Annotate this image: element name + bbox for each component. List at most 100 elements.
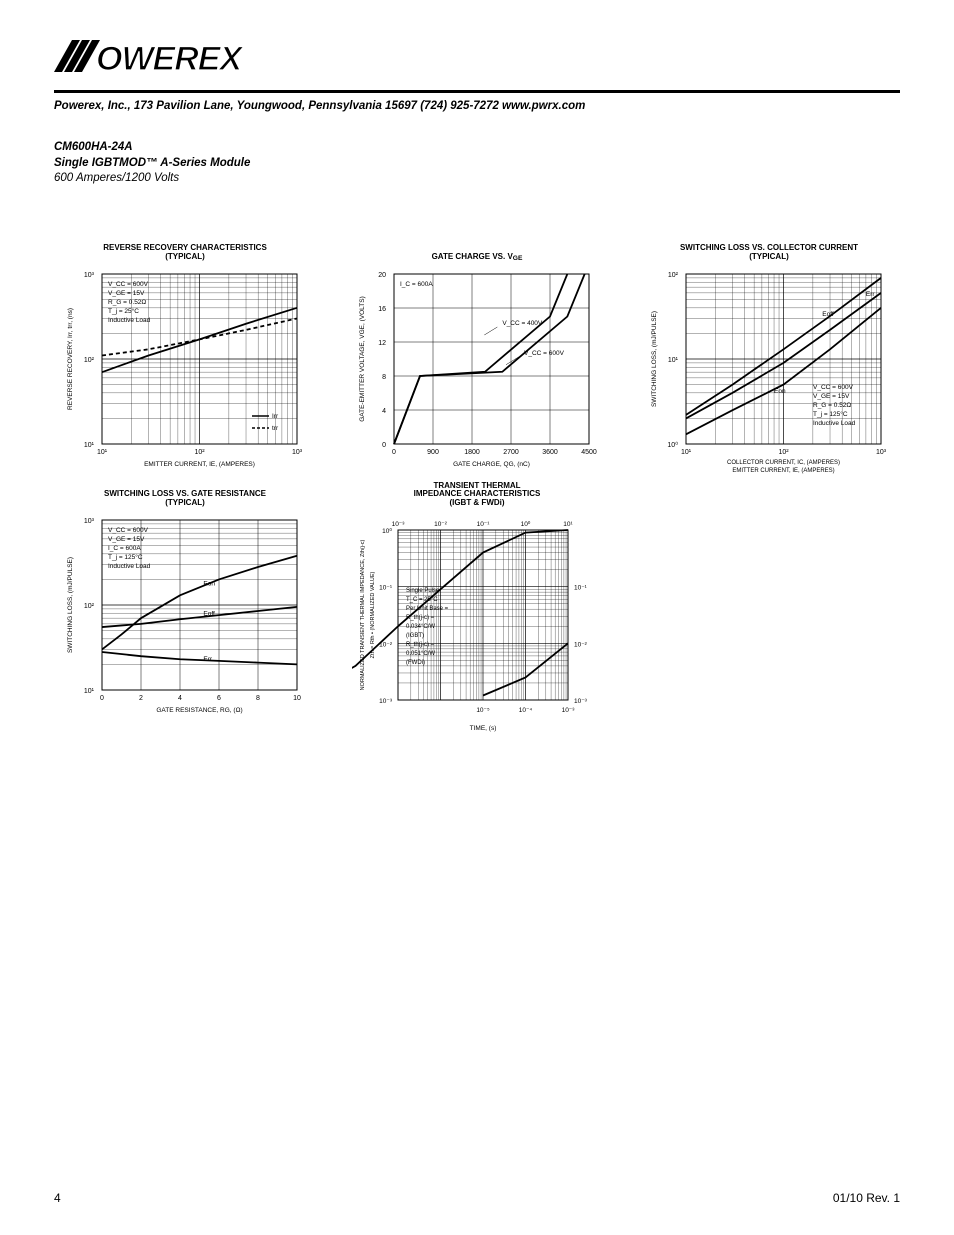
svg-text:Eon: Eon — [774, 388, 786, 395]
svg-text:10⁻⁴: 10⁻⁴ — [519, 707, 533, 714]
svg-text:SWITCHING LOSS, (mJ/PULSE): SWITCHING LOSS, (mJ/PULSE) — [67, 557, 74, 653]
svg-text:SWITCHING LOSS, (mJ/PULSE): SWITCHING LOSS, (mJ/PULSE) — [651, 311, 658, 407]
svg-text:V_CC = 400V: V_CC = 400V — [502, 320, 543, 327]
product-description: Single IGBTMOD™ A-Series Module — [54, 156, 250, 172]
svg-text:0.034°C/W: 0.034°C/W — [406, 624, 435, 630]
svg-text:10⁻³: 10⁻³ — [574, 698, 588, 705]
svg-text:1800: 1800 — [464, 449, 480, 456]
svg-text:10⁻³: 10⁻³ — [379, 698, 393, 705]
svg-text:10⁻²: 10⁻² — [574, 641, 588, 648]
svg-text:GATE CHARGE, QG, (nC): GATE CHARGE, QG, (nC) — [453, 461, 530, 468]
svg-text:Inductive Load: Inductive Load — [108, 317, 151, 324]
svg-text:V_GE = 15V: V_GE = 15V — [108, 536, 145, 543]
part-number: CM600HA-24A — [54, 140, 250, 156]
svg-text:10²: 10² — [778, 449, 789, 456]
svg-text:10⁻¹: 10⁻¹ — [477, 521, 491, 528]
svg-text:2700: 2700 — [503, 449, 519, 456]
svg-text:OWEREX: OWEREX — [96, 40, 244, 78]
chart-transient-thermal: TRANSIENT THERMALIMPEDANCE CHARACTERISTI… — [346, 486, 608, 752]
svg-text:10¹: 10¹ — [97, 449, 108, 456]
chart-gate-charge: GATE CHARGE VS. VGE 0 900 1800 2700 3600 4500… — [346, 240, 608, 476]
svg-text:10⁰: 10⁰ — [382, 527, 392, 535]
svg-text:R_th(j-c) =: R_th(j-c) = — [406, 615, 435, 621]
empty-cell — [638, 486, 900, 752]
svg-text:20: 20 — [378, 272, 386, 279]
svg-text:10¹: 10¹ — [84, 442, 95, 449]
svg-text:0.051°C/W: 0.051°C/W — [406, 651, 435, 657]
svg-text:10³: 10³ — [84, 272, 95, 279]
chart-plot: 10⁻³10⁻²10⁻¹10⁰10¹10⁻³10⁻²10⁻¹10⁰10⁻³10⁻… — [352, 512, 602, 752]
svg-text:8: 8 — [256, 695, 260, 702]
svg-text:10⁻³: 10⁻³ — [392, 521, 406, 528]
svg-text:R_G = 0.52Ω: R_G = 0.52Ω — [813, 402, 851, 409]
company-address-line: Powerex, Inc., 173 Pavilion Lane, Youngw… — [54, 100, 585, 112]
product-identification: CM600HA-24A Single IGBTMOD™ A-Series Mod… — [54, 140, 250, 187]
svg-text:R_G = 0.52Ω: R_G = 0.52Ω — [108, 299, 146, 306]
svg-text:R_th(j-c) =: R_th(j-c) = — [406, 642, 435, 648]
svg-text:10⁻¹: 10⁻¹ — [574, 585, 588, 592]
svg-text:10⁻⁵: 10⁻⁵ — [476, 707, 490, 714]
svg-text:10⁻¹: 10⁻¹ — [379, 585, 393, 592]
svg-text:10¹: 10¹ — [681, 449, 692, 456]
chart-title: SWITCHING LOSS VS. GATE RESISTANCE(TYPIC… — [104, 486, 266, 508]
svg-text:T_C = 25°C: T_C = 25°C — [406, 597, 438, 603]
svg-text:T_j = 25°C: T_j = 25°C — [108, 307, 139, 315]
svg-text:10²: 10² — [84, 603, 95, 610]
svg-text:0: 0 — [382, 442, 386, 449]
chart-plot: 10¹10²10³10¹10²10³EMITTER CURRENT, IE, (… — [60, 266, 310, 476]
svg-text:3600: 3600 — [542, 449, 558, 456]
svg-text:Eoff: Eoff — [203, 611, 215, 618]
svg-text:10³: 10³ — [84, 518, 95, 525]
svg-text:T_j = 125°C: T_j = 125°C — [813, 410, 848, 418]
svg-text:12: 12 — [378, 340, 386, 347]
svg-text:6: 6 — [217, 695, 221, 702]
svg-text:NORMALIZED TRANSIENT THERMAL I: NORMALIZED TRANSIENT THERMAL IMPEDANCE, … — [360, 539, 366, 690]
svg-text:4: 4 — [178, 695, 182, 702]
svg-text:10¹: 10¹ — [668, 357, 679, 364]
svg-text:Eon: Eon — [203, 580, 215, 587]
chart-switching-loss-ic: SWITCHING LOSS VS. COLLECTOR CURRENT(TYP… — [638, 240, 900, 476]
svg-text:Irr: Irr — [272, 413, 279, 420]
svg-text:10¹: 10¹ — [84, 688, 95, 695]
chart-switching-loss-rg: SWITCHING LOSS VS. GATE RESISTANCE(TYPIC… — [54, 486, 316, 752]
header-rule — [54, 90, 900, 93]
svg-text:trr: trr — [272, 425, 279, 432]
svg-text:(FWDi): (FWDi) — [406, 660, 425, 666]
svg-text:EMITTER CURRENT, IE, (AMPERES): EMITTER CURRENT, IE, (AMPERES) — [732, 468, 834, 474]
svg-text:10²: 10² — [668, 272, 679, 279]
svg-text:10³: 10³ — [292, 449, 303, 456]
svg-text:V_CC = 600V: V_CC = 600V — [813, 384, 854, 391]
svg-text:10²: 10² — [84, 357, 95, 364]
chart-title: SWITCHING LOSS VS. COLLECTOR CURRENT(TYP… — [680, 240, 858, 262]
svg-text:I_C = 600A: I_C = 600A — [400, 281, 433, 288]
svg-text:0: 0 — [392, 449, 396, 456]
svg-text:10⁻²: 10⁻² — [434, 521, 448, 528]
chart-reverse-recovery: REVERSE RECOVERY CHARACTERISTICS(TYPICAL… — [54, 240, 316, 476]
svg-text:4500: 4500 — [581, 449, 597, 456]
svg-text:10²: 10² — [194, 449, 205, 456]
svg-text:10: 10 — [293, 695, 301, 702]
chart-title: TRANSIENT THERMALIMPEDANCE CHARACTERISTI… — [414, 486, 541, 508]
svg-text:REVERSE RECOVERY, Irr, trr, (n: REVERSE RECOVERY, Irr, trr, (ns) — [67, 308, 74, 410]
chart-plot: 024681010¹10²10³GATE RESISTANCE, RG, (Ω)… — [60, 512, 310, 722]
svg-text:2: 2 — [139, 695, 143, 702]
svg-text:Per Unit Base =: Per Unit Base = — [406, 606, 449, 612]
svg-text:V_CC = 600V: V_CC = 600V — [524, 350, 565, 357]
charts-grid: REVERSE RECOVERY CHARACTERISTICS(TYPICAL… — [54, 240, 900, 752]
svg-text:16: 16 — [378, 306, 386, 313]
powerex-logo: OWEREX OWEREX — [54, 32, 274, 85]
product-rating: 600 Amperes/1200 Volts — [54, 171, 250, 187]
revision-label: 01/10 Rev. 1 — [833, 1191, 900, 1205]
svg-text:COLLECTOR CURRENT, IC, (AMPERE: COLLECTOR CURRENT, IC, (AMPERES) — [727, 460, 840, 466]
svg-text:Inductive Load: Inductive Load — [108, 563, 151, 570]
chart-title: REVERSE RECOVERY CHARACTERISTICS(TYPICAL… — [103, 240, 267, 262]
svg-text:I_C = 600A: I_C = 600A — [108, 545, 141, 552]
svg-text:V_GE = 15V: V_GE = 15V — [813, 393, 850, 400]
svg-text:T_j = 125°C: T_j = 125°C — [108, 553, 143, 561]
svg-text:(IGBT): (IGBT) — [406, 633, 424, 639]
svg-text:Single Pulse: Single Pulse — [406, 588, 440, 594]
chart-plot: 09001800270036004500048121620GATE CHARGE… — [352, 266, 602, 476]
page-number: 4 — [54, 1191, 61, 1205]
chart-title: GATE CHARGE VS. VGE — [432, 240, 523, 262]
svg-text:900: 900 — [427, 449, 439, 456]
